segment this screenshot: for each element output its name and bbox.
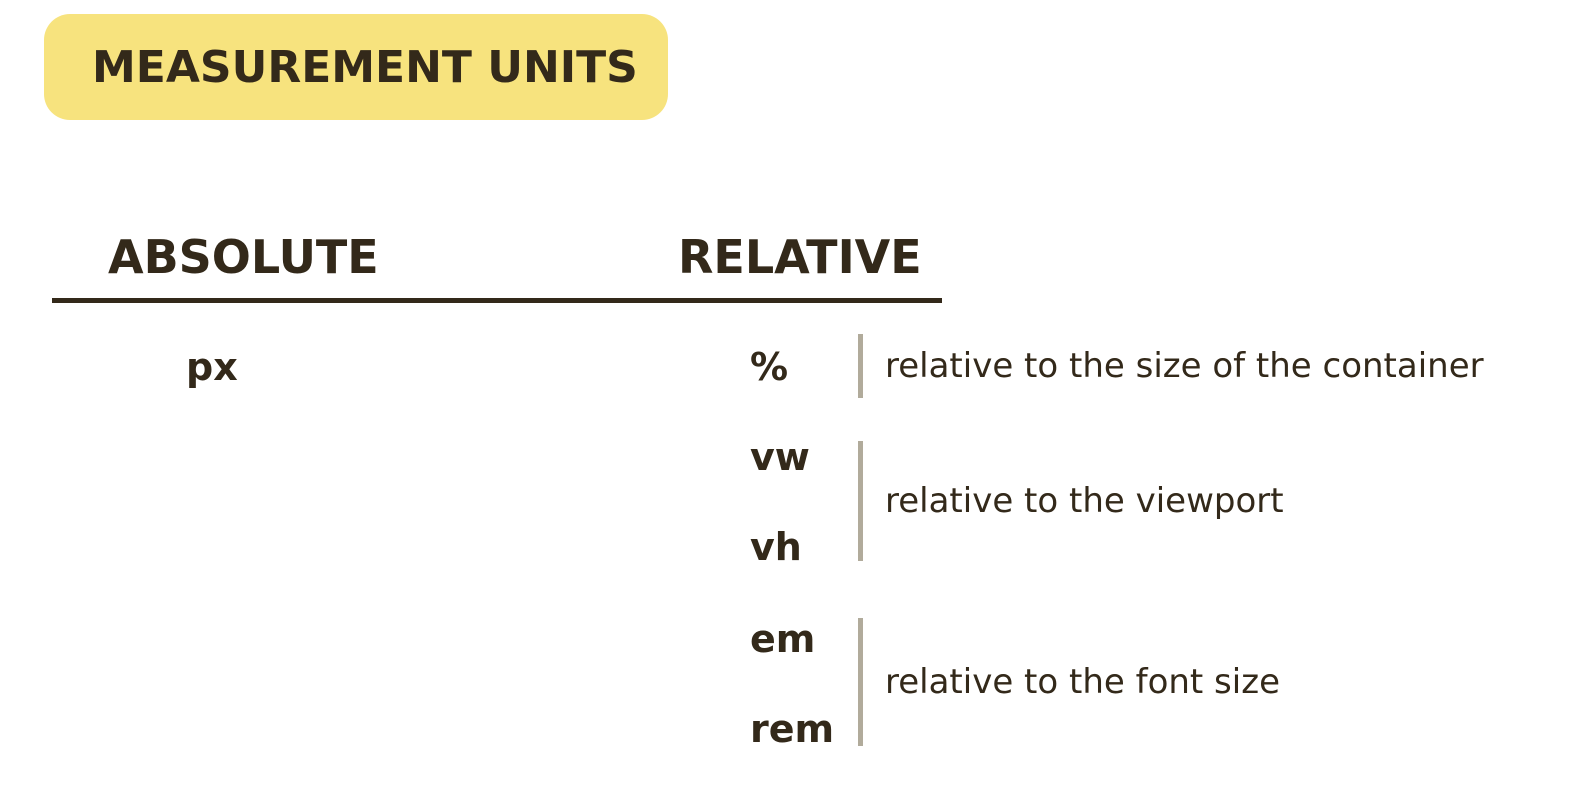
heading-relative: RELATIVE [678, 230, 922, 284]
description-container: relative to the size of the container [885, 349, 1484, 383]
unit-vw: vw [750, 438, 810, 476]
unit-vh: vh [750, 528, 802, 566]
unit-percent: % [750, 348, 788, 386]
group-divider-font [858, 618, 863, 746]
description-font: relative to the font size [885, 665, 1280, 699]
title-badge: MEASUREMENT UNITS [44, 14, 668, 120]
heading-underline [52, 298, 942, 303]
page-title: MEASUREMENT UNITS [92, 42, 638, 93]
unit-em: em [750, 620, 815, 658]
unit-px: px [186, 348, 238, 386]
heading-absolute: ABSOLUTE [108, 230, 379, 284]
group-divider-viewport [858, 441, 863, 561]
group-divider-container [858, 334, 863, 398]
description-viewport: relative to the viewport [885, 484, 1284, 518]
unit-rem: rem [750, 710, 834, 748]
